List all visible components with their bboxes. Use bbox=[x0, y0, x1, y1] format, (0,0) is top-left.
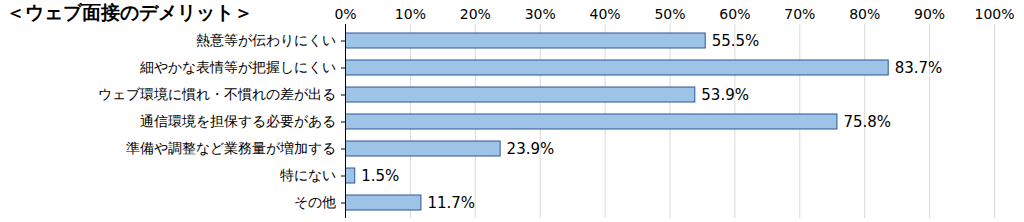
svg-text:1.5%: 1.5% bbox=[361, 167, 399, 185]
svg-text:細やかな表情等が把握しにくい: 細やかな表情等が把握しにくい bbox=[139, 59, 336, 75]
svg-text:熱意等が伝わりにくい: 熱意等が伝わりにくい bbox=[196, 32, 336, 48]
svg-text:40%: 40% bbox=[590, 6, 621, 22]
svg-text:50%: 50% bbox=[654, 6, 685, 22]
svg-text:30%: 30% bbox=[525, 6, 556, 22]
html-text:＜ウェブ面接のデメリット＞: ＜ウェブ面接のデメリット＞ bbox=[6, 1, 253, 23]
svg-text:100%: 100% bbox=[974, 6, 1014, 22]
svg-text:0%: 0% bbox=[334, 6, 356, 22]
svg-text:90%: 90% bbox=[914, 6, 945, 22]
svg-text:特にない: 特にない bbox=[280, 167, 336, 183]
svg-text:準備や調整など業務量が増加する: 準備や調整など業務量が増加する bbox=[126, 140, 336, 156]
svg-text:53.9%: 53.9% bbox=[701, 86, 749, 104]
svg-text:80%: 80% bbox=[849, 6, 880, 22]
svg-text:70%: 70% bbox=[784, 6, 815, 22]
svg-text:20%: 20% bbox=[460, 6, 491, 22]
svg-text:10%: 10% bbox=[395, 6, 426, 22]
svg-text:60%: 60% bbox=[719, 6, 750, 22]
svg-text:その他: その他 bbox=[294, 194, 336, 210]
svg-text:23.9%: 23.9% bbox=[507, 140, 555, 158]
svg-text:ウェブ環境に慣れ・不慣れの差が出る: ウェブ環境に慣れ・不慣れの差が出る bbox=[98, 86, 336, 102]
svg-text:55.5%: 55.5% bbox=[712, 32, 760, 50]
svg-text:83.7%: 83.7% bbox=[895, 59, 943, 77]
svg-text:通信環境を担保する必要がある: 通信環境を担保する必要がある bbox=[140, 113, 336, 129]
svg-text:75.8%: 75.8% bbox=[843, 113, 891, 131]
svg-text:11.7%: 11.7% bbox=[427, 194, 475, 212]
